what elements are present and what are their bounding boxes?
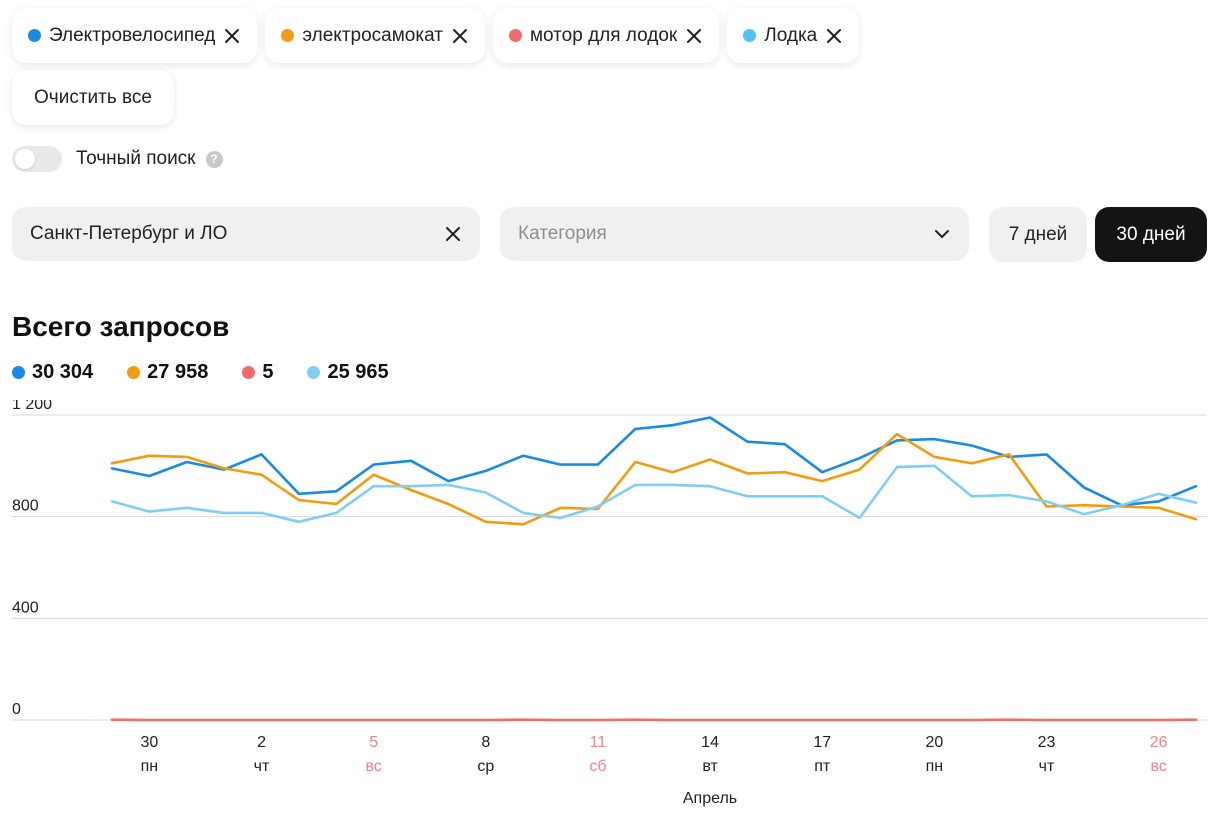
x-tick-day: 23 [1038,734,1056,751]
x-axis-label: Апрель [683,790,737,807]
clear-region-icon[interactable] [444,225,462,243]
x-tick-day: 30 [140,734,158,751]
exact-search-row: Точный поиск ? [12,146,223,172]
x-tick-weekday: чт [1039,758,1055,775]
filter-chip[interactable]: мотор для лодок [492,8,720,63]
y-tick-label: 800 [12,498,39,515]
toggle-knob [15,149,35,169]
legend-color-dot [127,366,141,379]
clear-all-button[interactable]: Очистить все [12,70,174,125]
x-tick-day: 8 [481,734,490,751]
chip-label: Лодка [764,24,818,46]
chip-color-dot [508,29,522,42]
x-tick-weekday: вс [365,758,381,775]
chip-color-dot [743,29,757,42]
legend-total: 30 304 [32,361,94,383]
category-placeholder: Категория [518,223,607,244]
series-line [110,432,1198,526]
series-line [110,416,1198,507]
legend-color-dot [12,366,25,379]
x-tick-weekday: вт [702,758,718,775]
region-field[interactable]: Санкт-Петербург и ЛО [12,207,480,261]
legend-color-dot [242,366,256,379]
x-tick-day: 20 [925,734,943,751]
x-tick-weekday: пн [141,758,159,775]
close-icon[interactable] [825,27,843,45]
chevron-down-icon [935,230,949,238]
exact-search-label: Точный поиск [76,148,196,169]
filter-chips: Электровелосипед электросамокат мотор для … [12,8,860,63]
x-tick-weekday: ср [477,758,494,775]
chip-color-dot [28,29,41,42]
y-tick-label: 0 [12,701,21,718]
close-icon[interactable] [451,27,469,45]
legend-item: 30 304 [12,361,93,384]
chart-legend: 30 304 27 958 5 25 965 [12,361,389,384]
category-select[interactable]: Категория [500,207,969,261]
close-icon[interactable] [685,27,703,45]
chip-label: мотор для лодок [529,24,678,46]
legend-item: 25 965 [307,361,389,384]
line-chart: 0 400 800 1 200 30 пн 2 чт 5 вс 8 ср 11 сб 14 вт 17 пт 20 п… [12,400,1207,807]
x-tick-weekday: сб [589,758,606,775]
x-tick-weekday: вс [1150,758,1166,775]
period-30-days-button[interactable]: 30 дней [1095,207,1207,262]
x-tick-day: 11 [590,734,607,751]
legend-color-dot [307,366,321,379]
chart-title: Всего запросов [12,311,230,342]
legend-item: 5 [242,361,273,384]
x-tick-weekday: чт [254,758,270,775]
period-7-days-button[interactable]: 7 дней [989,207,1087,262]
x-tick-day: 5 [369,734,378,751]
chip-label: электросамокат [302,24,443,46]
filter-chip[interactable]: электросамокат [265,8,485,63]
x-tick-day: 26 [1150,734,1168,751]
chip-label: Электровелосипед [49,24,216,46]
y-tick-label: 1 200 [12,400,52,413]
x-tick-day: 14 [701,734,719,751]
series-line [110,464,1198,524]
legend-total: 5 [262,361,274,383]
region-value: Санкт-Петербург и ЛО [30,223,228,244]
x-tick-day: 2 [257,734,266,751]
y-tick-label: 400 [12,599,39,616]
help-icon[interactable]: ? [205,150,223,168]
close-icon[interactable] [223,27,241,45]
filter-chip[interactable]: Лодка [727,8,860,63]
filter-chip[interactable]: Электровелосипед [12,8,258,63]
legend-item: 27 958 [127,361,208,384]
x-tick-day: 17 [813,734,831,751]
legend-total: 27 958 [147,361,209,383]
x-tick-weekday: пт [814,758,831,775]
exact-search-toggle[interactable] [12,146,62,172]
legend-total: 25 965 [327,361,389,383]
x-tick-weekday: пн [926,758,944,775]
chip-color-dot [281,29,295,42]
